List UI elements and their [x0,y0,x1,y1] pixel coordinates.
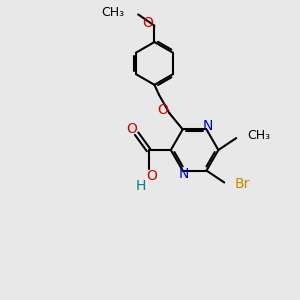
Text: O: O [157,103,168,117]
Text: N: N [179,167,189,181]
Text: O: O [127,122,138,136]
Text: H: H [136,179,146,193]
Text: O: O [142,16,153,30]
Text: Br: Br [235,177,250,191]
Text: CH₃: CH₃ [248,129,271,142]
Text: CH₃: CH₃ [102,5,125,19]
Text: N: N [203,119,213,134]
Text: O: O [146,169,157,183]
